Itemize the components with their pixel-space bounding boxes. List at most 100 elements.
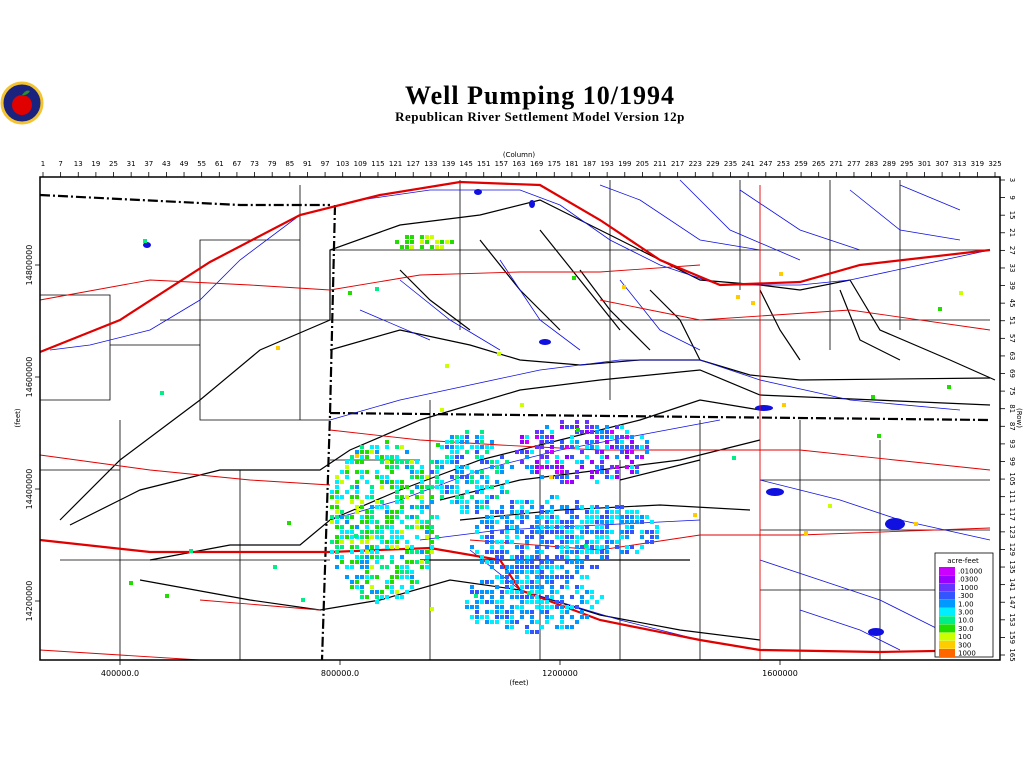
pumping-cell [490,600,494,604]
pumping-cell [580,550,584,554]
pumping-cell [129,581,133,585]
state-line [39,193,991,661]
pumping-cell [570,425,574,429]
pumping-cell [595,520,599,524]
pumping-cell [535,620,539,624]
pumping-cell [550,495,554,499]
pumping-cell [355,505,359,509]
pumping-cell [550,575,554,579]
pumping-cell [560,550,564,554]
pumping-cell [620,445,624,449]
pumping-cell [570,575,574,579]
pumping-cell [693,513,697,517]
pumping-cell [520,585,524,589]
pumping-cell [480,505,484,509]
pumping-cell [540,625,544,629]
pumping-cell [435,460,439,464]
pumping-cell [590,510,594,514]
pumping-cell [420,490,424,494]
pumping-cell [370,565,374,569]
pumping-cell [545,540,549,544]
pumping-cell [365,565,369,569]
pumping-cell [500,610,504,614]
pumping-cell [545,560,549,564]
pumping-cell [360,460,364,464]
row-tick-label: 147 [1008,596,1016,609]
pumping-cell [430,545,434,549]
column-tick-label: 163 [512,160,525,168]
pumping-cell [570,455,574,459]
pumping-cell [420,505,424,509]
pumping-cell [425,505,429,509]
pumping-cell [560,460,564,464]
pumping-cell [510,555,514,559]
pumping-cell [430,485,434,489]
pumping-cell [635,515,639,519]
pumping-cell [480,470,484,474]
pumping-cell [565,580,569,584]
pumping-cell [600,430,604,434]
pumping-cell [570,435,574,439]
pumping-cell [540,515,544,519]
pumping-cell [510,585,514,589]
pumping-cell [490,535,494,539]
pumping-cell [779,272,783,276]
pumping-cell [380,590,384,594]
pumping-cell [355,470,359,474]
pumping-cell [585,510,589,514]
pumping-cell [535,605,539,609]
pumping-cell [410,550,414,554]
column-tick-label: 259 [794,160,807,168]
pumping-cell [565,480,569,484]
pumping-cell [390,535,394,539]
pumping-cell [530,580,534,584]
pumping-cell [360,535,364,539]
pumping-cell [595,445,599,449]
pumping-cell [375,595,379,599]
pumping-cell [455,470,459,474]
pumping-cell [365,480,369,484]
pumping-cell [550,585,554,589]
pumping-cell [510,520,514,524]
pumping-cell [560,585,564,589]
pumping-cell [390,590,394,594]
pumping-cell [736,295,740,299]
pumping-cell [600,470,604,474]
pumping-cell [400,565,404,569]
pumping-cell [335,515,339,519]
pumping-cell [475,445,479,449]
row-tick-label: 51 [1008,316,1016,325]
pumping-cell [375,590,379,594]
pumping-cell [375,535,379,539]
pumping-cell [370,515,374,519]
column-tick-label: 139 [442,160,455,168]
pumping-cell [615,425,619,429]
pumping-cell [560,445,564,449]
pumping-cell [625,530,629,534]
pumping-cell [575,620,579,624]
pumping-cell [425,520,429,524]
pumping-cell [380,500,384,504]
pumping-cell [550,515,554,519]
pumping-cell [555,460,559,464]
pumping-cell [570,440,574,444]
pumping-cell [535,530,539,534]
pumping-cell [350,515,354,519]
pumping-cell [350,460,354,464]
pumping-cell [500,565,504,569]
pumping-cell [375,555,379,559]
pumping-cell [525,455,529,459]
pumping-cell [465,465,469,469]
pumping-cell [440,480,444,484]
pumping-cell [395,595,399,599]
column-tick-label: 319 [971,160,984,168]
pumping-cell [525,595,529,599]
pumping-cell [625,455,629,459]
pumping-cell [390,525,394,529]
pumping-cell [590,595,594,599]
pumping-cell [590,520,594,524]
pumping-cell [580,525,584,529]
pumping-cell [590,590,594,594]
pumping-cell [650,530,654,534]
pumping-cell [535,575,539,579]
